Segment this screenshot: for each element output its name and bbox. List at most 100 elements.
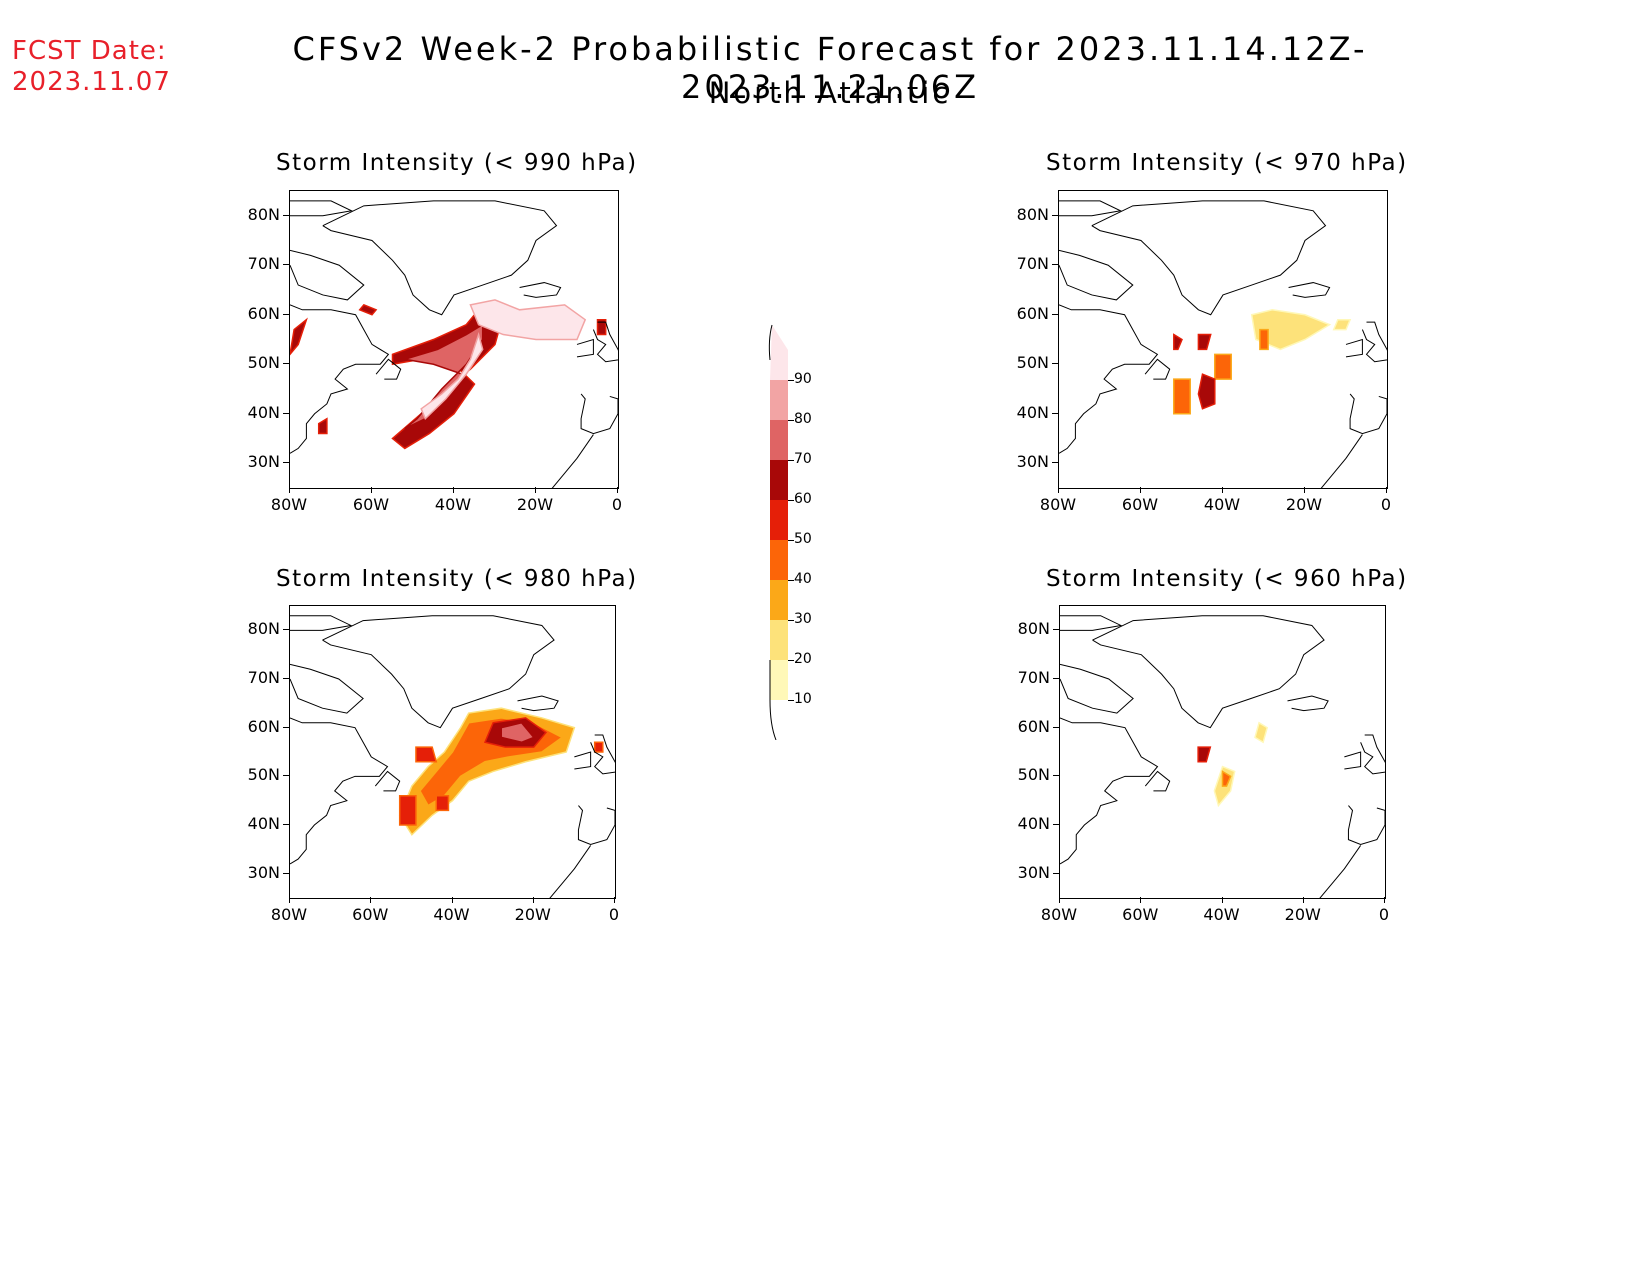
coastline-iberia bbox=[1347, 805, 1385, 845]
page-title: CFSv2 Week-2 Probabilistic Forecast for … bbox=[292, 30, 1368, 106]
coastline-greenland bbox=[322, 200, 558, 316]
lat-tick-label: 60N bbox=[247, 716, 280, 736]
lat-tick bbox=[1052, 412, 1058, 414]
colorbar-tick bbox=[788, 700, 794, 701]
coastline-britain bbox=[592, 321, 618, 363]
coastline-africa bbox=[1320, 434, 1363, 488]
lon-tick bbox=[532, 897, 534, 903]
coastline-greenland bbox=[322, 615, 555, 729]
lat-tick-label: 60N bbox=[1017, 716, 1050, 736]
lon-tick bbox=[1140, 487, 1141, 493]
coastline-iberia bbox=[577, 805, 615, 845]
colorbar-label: 10 bbox=[794, 691, 812, 707]
lon-tick-label: 60W bbox=[352, 905, 389, 924]
probability-area bbox=[398, 795, 417, 826]
lon-tick bbox=[617, 487, 618, 493]
lon-tick bbox=[1059, 897, 1060, 903]
lon-tick-label: 0 bbox=[608, 905, 620, 924]
colorbar-svg bbox=[768, 324, 788, 741]
coastline-labrador bbox=[290, 717, 389, 865]
coastline-baffin bbox=[290, 663, 364, 714]
probability-area bbox=[290, 317, 308, 356]
coastline-ellesmere bbox=[1060, 615, 1123, 631]
lat-tick bbox=[283, 313, 289, 315]
coastline-labrador bbox=[1059, 304, 1159, 454]
colorbar-tick bbox=[788, 460, 794, 461]
lat-tick-label: 70N bbox=[1017, 668, 1050, 687]
colorbar-label: 60 bbox=[794, 491, 812, 507]
coastline-iberia bbox=[580, 393, 618, 435]
coastline-ireland bbox=[574, 751, 592, 770]
coastline-labrador bbox=[290, 304, 390, 454]
colorbar-swatch bbox=[770, 325, 788, 380]
coastline-newfoundland bbox=[1144, 770, 1171, 792]
colorbar-swatch bbox=[770, 460, 788, 500]
lon-tick-label: 0 bbox=[1378, 905, 1390, 924]
coastline-ireland bbox=[576, 338, 594, 358]
lat-tick bbox=[283, 462, 289, 464]
lat-tick-label: 30N bbox=[1016, 452, 1049, 472]
lon-tick bbox=[1222, 487, 1223, 493]
coastline-iceland bbox=[1287, 695, 1329, 712]
lat-tick bbox=[283, 629, 289, 631]
colorbar: 10 20 30 40 50 60 70 80 90 bbox=[760, 320, 840, 741]
colorbar-label: 40 bbox=[794, 571, 812, 587]
colorbar-tick bbox=[788, 620, 794, 621]
colorbar-tick bbox=[788, 420, 794, 421]
colorbar-label: 80 bbox=[794, 411, 812, 427]
lat-tick-label: 30N bbox=[247, 452, 280, 472]
lat-tick bbox=[283, 264, 289, 266]
lat-tick-label: 50N bbox=[1016, 353, 1049, 373]
coastline-ireland bbox=[1345, 338, 1363, 358]
lat-tick-label: 40N bbox=[1017, 814, 1050, 833]
lon-tick-label: 20W bbox=[1284, 905, 1321, 924]
lat-tick bbox=[1053, 824, 1059, 825]
fcst-date-block: FCST Date: 2023.11.07 bbox=[12, 36, 171, 98]
colorbar-swatch bbox=[770, 420, 788, 460]
lon-tick-label: 40W bbox=[1203, 495, 1241, 514]
coastline-iceland bbox=[1288, 282, 1331, 298]
lat-tick bbox=[1052, 264, 1058, 266]
coastline-ellesmere bbox=[1059, 200, 1123, 217]
probability-area bbox=[469, 299, 587, 341]
lat-tick-label: 70N bbox=[1016, 254, 1049, 274]
coastline-africa bbox=[1319, 845, 1362, 898]
lon-tick bbox=[1304, 487, 1305, 493]
lat-tick bbox=[283, 824, 289, 825]
lat-tick-label: 40N bbox=[247, 814, 280, 833]
colorbar-swatch bbox=[770, 500, 788, 540]
probability-area bbox=[415, 746, 438, 763]
fcst-date-value: 2023.11.07 bbox=[12, 67, 171, 97]
lat-tick-label: 80N bbox=[247, 619, 280, 639]
probability-area bbox=[596, 318, 607, 336]
lon-tick-label: 60W bbox=[352, 495, 390, 514]
colorbar-swatch bbox=[770, 540, 788, 580]
lon-tick-label: 40W bbox=[433, 905, 470, 924]
colorbar-swatch bbox=[770, 380, 788, 420]
colorbar-label: 30 bbox=[794, 611, 812, 627]
lon-tick-label: 20W bbox=[516, 495, 554, 514]
map-svg-p970 bbox=[1059, 200, 1387, 488]
map-svg-p980 bbox=[290, 615, 615, 898]
lat-tick-label: 60N bbox=[247, 303, 280, 323]
probability-area bbox=[1332, 318, 1352, 331]
colorbar-label: 70 bbox=[794, 451, 812, 467]
lon-tick-label: 80W bbox=[270, 905, 308, 924]
map-frame-p980 bbox=[289, 605, 616, 899]
probability-area bbox=[1214, 353, 1232, 380]
coastline-iceland bbox=[517, 695, 559, 712]
panel-title-p990: Storm Intensity (< 990 hPa) bbox=[276, 150, 638, 176]
probability-area bbox=[1259, 328, 1269, 351]
probability-area bbox=[1197, 333, 1212, 351]
map-svg-p990 bbox=[290, 200, 618, 488]
lon-tick-label: 80W bbox=[1040, 905, 1078, 924]
lat-tick-label: 30N bbox=[1017, 862, 1050, 882]
colorbar-label: 50 bbox=[794, 531, 812, 547]
map-frame-p990 bbox=[289, 190, 619, 489]
lon-tick bbox=[451, 897, 453, 903]
coastline-africa bbox=[551, 434, 594, 488]
coastline-iberia bbox=[1349, 393, 1387, 435]
coastline-britain bbox=[1360, 734, 1385, 775]
coastline-britain bbox=[1361, 321, 1387, 363]
lat-tick bbox=[283, 726, 289, 728]
